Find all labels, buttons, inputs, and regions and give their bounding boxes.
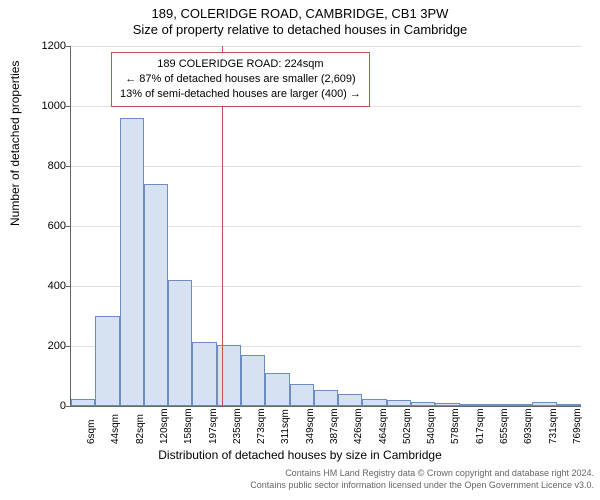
histogram-bar xyxy=(338,394,362,406)
histogram-bar xyxy=(95,316,119,406)
x-tick-label: 731sqm xyxy=(548,408,559,444)
info-box: 189 COLERIDGE ROAD: 224sqm← 87% of detac… xyxy=(111,52,370,107)
histogram-bar xyxy=(265,373,289,406)
plot-area: 189 COLERIDGE ROAD: 224sqm← 87% of detac… xyxy=(70,46,581,407)
x-tick-label: 387sqm xyxy=(329,408,340,444)
y-tick-mark xyxy=(66,46,70,47)
info-box-line: ← 87% of detached houses are smaller (2,… xyxy=(120,72,361,87)
histogram-bar xyxy=(460,404,484,406)
x-tick-label: 311sqm xyxy=(280,409,291,444)
histogram-bar xyxy=(557,404,581,406)
x-tick-label: 44sqm xyxy=(110,414,121,444)
x-axis-label: Distribution of detached houses by size … xyxy=(0,448,600,462)
y-tick-label: 600 xyxy=(26,220,66,232)
y-tick-label: 1000 xyxy=(26,100,66,112)
x-tick-label: 273sqm xyxy=(256,408,267,444)
y-tick-mark xyxy=(66,226,70,227)
histogram-bar xyxy=(144,184,168,406)
histogram-bar xyxy=(290,384,314,407)
x-tick-label: 464sqm xyxy=(378,408,389,444)
x-tick-label: 235sqm xyxy=(232,408,243,444)
page-title-description: Size of property relative to detached ho… xyxy=(0,22,600,37)
y-axis-label: Number of detached properties xyxy=(8,61,22,226)
y-tick-mark xyxy=(66,406,70,407)
histogram-bar xyxy=(71,399,95,407)
x-tick-label: 769sqm xyxy=(572,408,583,444)
chart-container: 189, COLERIDGE ROAD, CAMBRIDGE, CB1 3PW … xyxy=(0,0,600,500)
y-tick-mark xyxy=(66,346,70,347)
x-tick-label: 693sqm xyxy=(523,408,534,444)
y-tick-label: 200 xyxy=(26,340,66,352)
x-tick-label: 502sqm xyxy=(402,408,413,444)
y-tick-mark xyxy=(66,286,70,287)
x-tick-label: 82sqm xyxy=(135,414,146,444)
x-tick-label: 6sqm xyxy=(86,420,97,444)
info-box-line: 189 COLERIDGE ROAD: 224sqm xyxy=(120,57,361,72)
histogram-bar xyxy=(217,345,241,407)
histogram-bar xyxy=(314,390,338,407)
x-tick-label: 540sqm xyxy=(426,408,437,444)
histogram-bar xyxy=(435,403,459,406)
histogram-bar xyxy=(362,399,386,407)
histogram-bar xyxy=(192,342,216,407)
histogram-bar xyxy=(168,280,192,406)
x-tick-label: 578sqm xyxy=(450,408,461,444)
gridline xyxy=(71,46,581,47)
x-tick-label: 158sqm xyxy=(183,408,194,444)
histogram-bar xyxy=(532,402,556,406)
page-title-address: 189, COLERIDGE ROAD, CAMBRIDGE, CB1 3PW xyxy=(0,6,600,21)
x-tick-label: 197sqm xyxy=(208,408,219,444)
y-tick-mark xyxy=(66,106,70,107)
x-tick-label: 617sqm xyxy=(475,408,486,444)
histogram-bar xyxy=(120,118,144,406)
y-tick-label: 0 xyxy=(26,400,66,412)
histogram-bar xyxy=(508,404,532,406)
y-tick-label: 800 xyxy=(26,160,66,172)
info-box-line: 13% of semi-detached houses are larger (… xyxy=(120,87,361,102)
histogram-bar xyxy=(484,404,508,406)
y-tick-label: 400 xyxy=(26,280,66,292)
copyright-line-1: Contains HM Land Registry data © Crown c… xyxy=(0,468,594,478)
histogram-bar xyxy=(387,400,411,406)
x-tick-label: 426sqm xyxy=(353,408,364,444)
y-tick-mark xyxy=(66,166,70,167)
x-tick-label: 349sqm xyxy=(305,408,316,444)
x-tick-label: 655sqm xyxy=(499,408,510,444)
histogram-bar xyxy=(411,402,435,406)
histogram-bar xyxy=(241,355,265,406)
gridline xyxy=(71,166,581,167)
x-tick-label: 120sqm xyxy=(159,408,170,444)
y-tick-label: 1200 xyxy=(26,40,66,52)
copyright-line-2: Contains public sector information licen… xyxy=(0,480,594,490)
